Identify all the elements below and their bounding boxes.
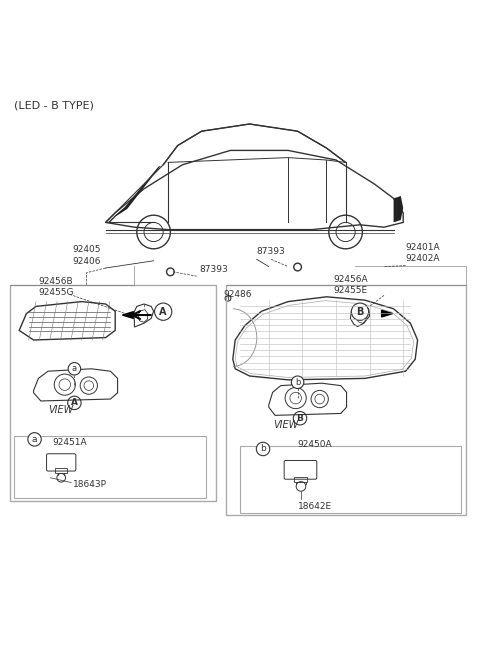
Text: b: b xyxy=(260,445,266,453)
Text: VIEW: VIEW xyxy=(274,420,299,430)
Text: 18642E: 18642E xyxy=(298,502,332,511)
Polygon shape xyxy=(108,165,163,223)
Text: B: B xyxy=(297,414,303,422)
Text: a: a xyxy=(72,364,77,373)
Text: (LED - B TYPE): (LED - B TYPE) xyxy=(14,100,94,110)
Text: a: a xyxy=(32,435,37,444)
Circle shape xyxy=(28,433,41,446)
Polygon shape xyxy=(382,310,393,317)
Text: 87393: 87393 xyxy=(257,247,286,256)
Text: 92451A: 92451A xyxy=(53,438,87,447)
Text: 92486: 92486 xyxy=(224,289,252,298)
Circle shape xyxy=(351,303,369,320)
Circle shape xyxy=(256,442,270,456)
Text: 92456B
92455G: 92456B 92455G xyxy=(38,277,74,297)
Text: 18643P: 18643P xyxy=(73,480,107,489)
Text: A: A xyxy=(71,398,78,407)
Text: 87393: 87393 xyxy=(199,265,228,274)
Polygon shape xyxy=(394,196,403,222)
Text: 92456A
92455E: 92456A 92455E xyxy=(334,276,368,295)
Circle shape xyxy=(68,363,81,375)
Text: b: b xyxy=(295,378,300,387)
Text: 92450A: 92450A xyxy=(298,440,332,449)
Circle shape xyxy=(291,376,304,388)
Text: VIEW: VIEW xyxy=(48,405,73,415)
Text: 92405
92406: 92405 92406 xyxy=(72,245,101,266)
Circle shape xyxy=(167,268,174,276)
Text: 92401A
92402A: 92401A 92402A xyxy=(406,243,440,263)
Polygon shape xyxy=(122,312,133,318)
Circle shape xyxy=(225,295,231,301)
Text: A: A xyxy=(159,307,167,317)
Text: B: B xyxy=(356,307,364,317)
Circle shape xyxy=(294,263,301,271)
